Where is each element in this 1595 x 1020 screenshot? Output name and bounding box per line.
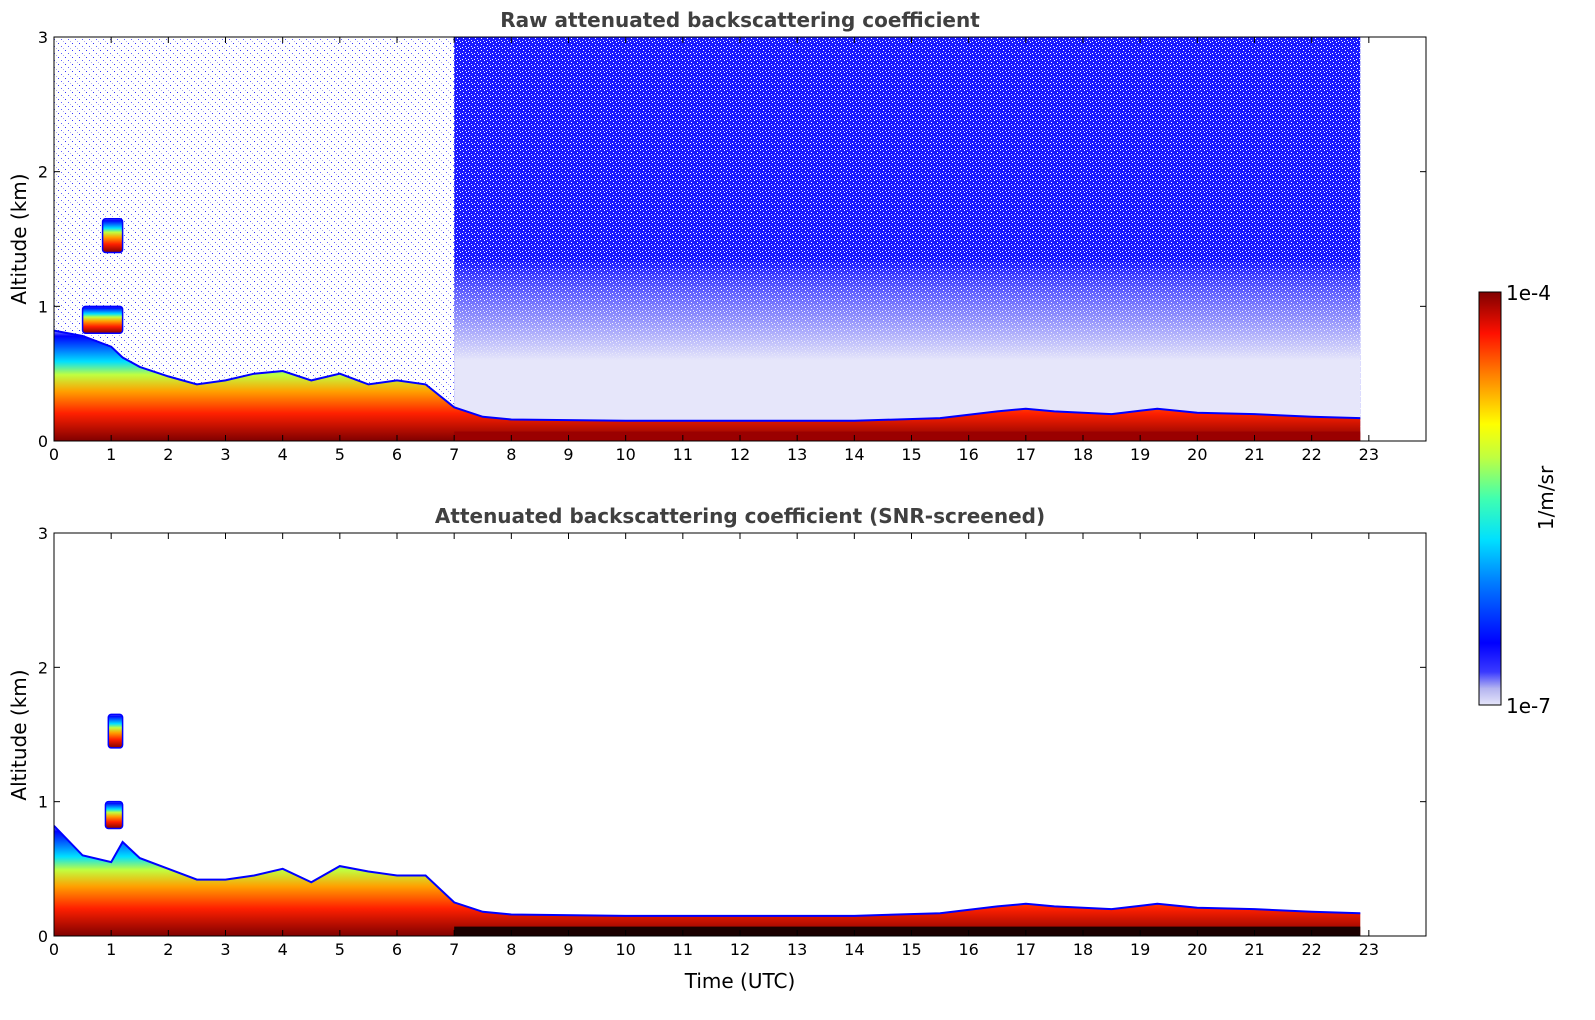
y-tick-label: 0 (38, 927, 48, 946)
boundary-layer (54, 825, 1361, 936)
x-tick-label: 22 (1301, 445, 1321, 464)
colorbar: 1e-4 1e-7 1/m/sr (1478, 281, 1558, 718)
x-tick-label: 2 (163, 445, 173, 464)
x-tick-label: 14 (844, 940, 864, 959)
heatmap-area (54, 37, 1361, 441)
x-tick-label: 18 (1073, 445, 1093, 464)
y-tick-label: 3 (38, 524, 48, 543)
x-tick-label: 12 (730, 445, 750, 464)
x-tick-label: 19 (1130, 940, 1150, 959)
elevated-layer (81, 305, 124, 335)
panel-title: Attenuated backscattering coefficient (S… (435, 504, 1045, 528)
x-tick-label: 20 (1187, 940, 1207, 959)
colorbar-unit-label: 1/m/sr (1534, 465, 1558, 530)
x-tick-label: 6 (392, 940, 402, 959)
y-tick-label: 1 (38, 297, 48, 316)
panel-raw: Raw attenuated backscattering coefficien… (7, 8, 1427, 464)
x-tick-label: 17 (1016, 940, 1036, 959)
y-tick-label: 2 (38, 163, 48, 182)
x-tick-label: 2 (163, 940, 173, 959)
elevated-layer (104, 800, 124, 830)
x-tick-label: 9 (563, 940, 573, 959)
y-axis-label: Altitude (km) (7, 173, 31, 304)
x-axis: 0 1 2 3 4 5 6 7 8 9 10 11 12 13 14 15 16 17 18 19 20 21 22 23 (49, 533, 1379, 959)
x-tick-label: 4 (278, 445, 288, 464)
x-tick-label: 4 (278, 940, 288, 959)
elevated-layer (101, 218, 124, 254)
x-tick-label: 14 (844, 445, 864, 464)
x-tick-label: 11 (673, 445, 693, 464)
y-tick-label: 1 (38, 793, 48, 812)
x-tick-label: 20 (1187, 445, 1207, 464)
y-axis-label: Altitude (km) (7, 669, 31, 800)
x-tick-label: 10 (615, 940, 635, 959)
panel-screened: Attenuated backscattering coefficient (S… (7, 504, 1427, 993)
panel-title: Raw attenuated backscattering coefficien… (500, 8, 980, 32)
x-tick-label: 6 (392, 445, 402, 464)
y-tick-label: 0 (38, 432, 48, 451)
boundary-layer (54, 330, 1361, 441)
x-tick-label: 15 (901, 940, 921, 959)
colorbar-gradient (1478, 291, 1502, 706)
x-tick-label: 10 (615, 445, 635, 464)
x-tick-label: 1 (106, 445, 116, 464)
x-tick-label: 1 (106, 940, 116, 959)
x-tick-label: 7 (449, 445, 459, 464)
x-tick-label: 0 (49, 445, 59, 464)
y-tick-label: 2 (38, 658, 48, 677)
colorbar-max-label: 1e-4 (1506, 281, 1551, 305)
x-tick-label: 17 (1016, 445, 1036, 464)
y-tick-label: 3 (38, 28, 48, 47)
x-tick-label: 13 (787, 940, 807, 959)
x-tick-label: 21 (1244, 445, 1264, 464)
x-tick-label: 13 (787, 445, 807, 464)
x-tick-label: 5 (335, 445, 345, 464)
x-tick-label: 7 (449, 940, 459, 959)
colorbar-min-label: 1e-7 (1506, 694, 1551, 718)
y-axis: 0 1 2 3 (38, 28, 1426, 451)
boundary-layer-top (54, 329, 1361, 422)
x-axis-label: Time (UTC) (684, 969, 796, 993)
x-tick-label: 3 (220, 445, 230, 464)
x-tick-label: 23 (1359, 940, 1379, 959)
x-axis: 0 1 2 3 4 5 6 7 8 9 10 11 12 13 14 15 16 17 18 19 20 21 22 23 (49, 37, 1379, 464)
x-tick-label: 8 (506, 940, 516, 959)
x-tick-label: 3 (220, 940, 230, 959)
x-tick-label: 23 (1359, 445, 1379, 464)
x-tick-label: 9 (563, 445, 573, 464)
x-tick-label: 16 (958, 940, 978, 959)
x-tick-label: 16 (958, 445, 978, 464)
x-tick-label: 15 (901, 445, 921, 464)
x-tick-label: 19 (1130, 445, 1150, 464)
x-tick-label: 8 (506, 445, 516, 464)
elevated-layer (107, 713, 124, 749)
x-tick-label: 5 (335, 940, 345, 959)
x-tick-label: 0 (49, 940, 59, 959)
surface-band (454, 926, 1361, 936)
x-tick-label: 22 (1301, 940, 1321, 959)
surface-band (454, 431, 1361, 441)
boundary-layer-top (54, 825, 1361, 917)
y-axis: 0 1 2 3 (38, 524, 1426, 946)
heatmap-area (54, 713, 1361, 936)
x-tick-label: 18 (1073, 940, 1093, 959)
x-tick-label: 21 (1244, 940, 1264, 959)
x-tick-label: 11 (673, 940, 693, 959)
low-signal-region (454, 37, 1361, 441)
x-tick-label: 12 (730, 940, 750, 959)
